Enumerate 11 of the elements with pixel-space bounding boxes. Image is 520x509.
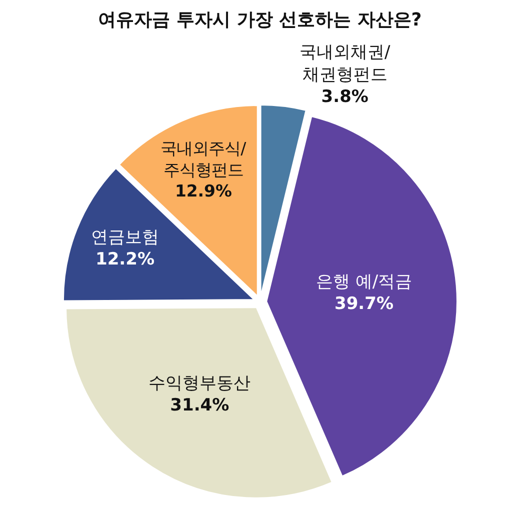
- slice-label: 국내외채권/ 채권형펀드: [300, 42, 391, 85]
- data-label: 12.9%: [174, 182, 232, 201]
- data-label: 31.4%: [170, 396, 230, 416]
- data-label: 12.2%: [96, 250, 154, 270]
- slice-label: 연금보험: [91, 228, 159, 248]
- data-label: 39.7%: [334, 294, 394, 314]
- slice-label: 수익형부동산: [148, 373, 251, 394]
- slice-label: 국내외주식/ 주식형펀드: [160, 138, 247, 180]
- slice-label: 은행 예/적금: [316, 272, 412, 292]
- data-label: 3.8%: [321, 86, 368, 107]
- chart-title: 여유자금 투자시 가장 선호하는 자산은?: [98, 9, 422, 30]
